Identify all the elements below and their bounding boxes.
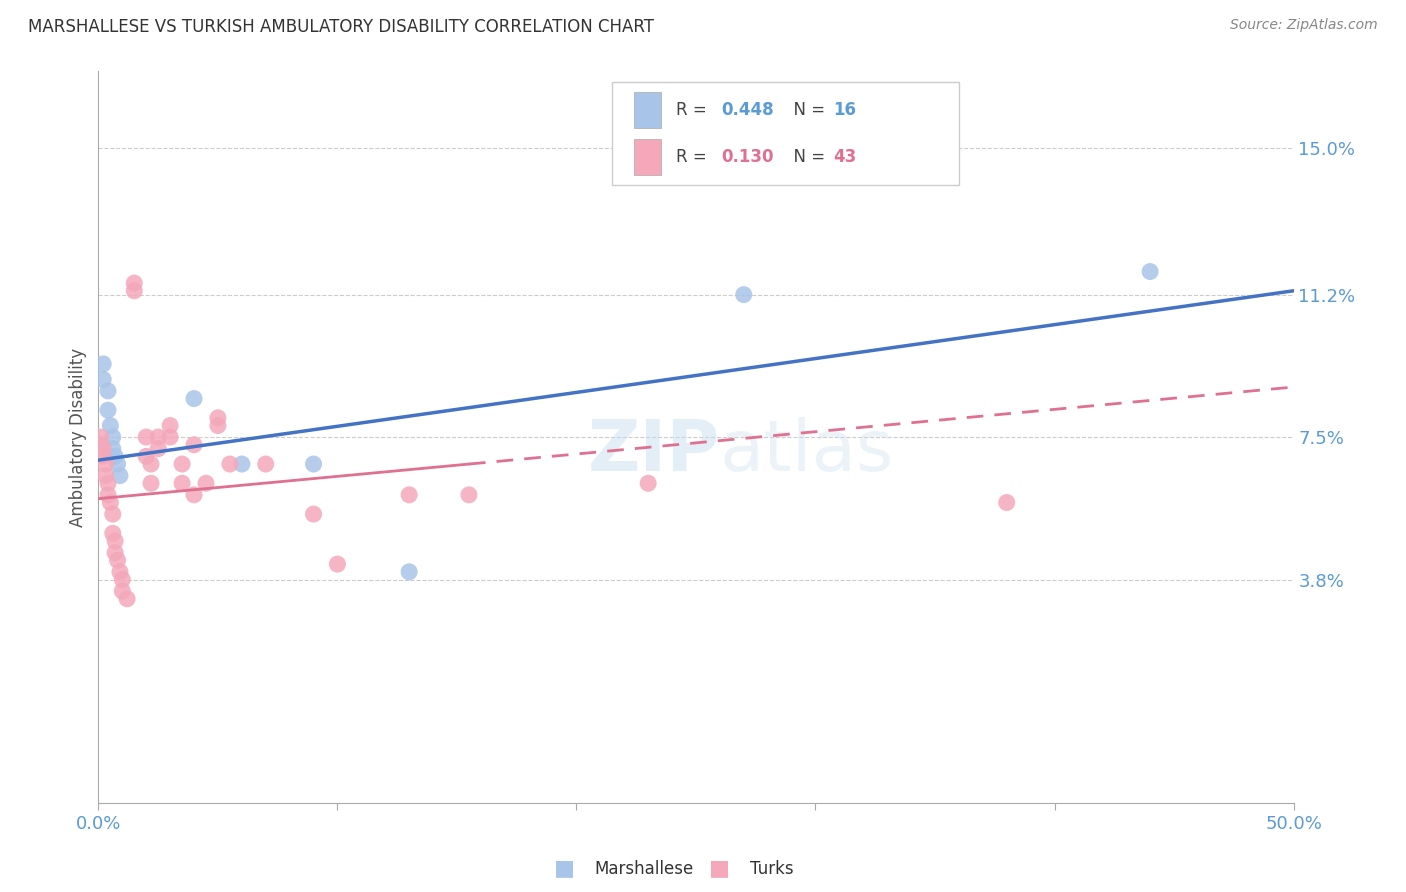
Y-axis label: Ambulatory Disability: Ambulatory Disability <box>69 348 87 526</box>
Point <box>90 430 112 444</box>
Point <box>124 284 146 298</box>
Point <box>219 457 242 471</box>
Text: ZIP: ZIP <box>588 417 720 486</box>
Text: Marshallese: Marshallese <box>595 860 693 878</box>
Point <box>207 418 229 433</box>
Text: ■: ■ <box>554 859 575 879</box>
Point <box>207 410 229 425</box>
Point <box>104 450 127 464</box>
Point <box>124 276 146 290</box>
Point <box>91 372 114 386</box>
Point <box>104 534 127 549</box>
Point <box>101 442 124 456</box>
Point <box>111 584 134 599</box>
Point <box>326 557 349 571</box>
Point <box>139 476 162 491</box>
Point <box>111 573 134 587</box>
Point <box>97 476 120 491</box>
Point <box>97 384 120 398</box>
Text: MARSHALLESE VS TURKISH AMBULATORY DISABILITY CORRELATION CHART: MARSHALLESE VS TURKISH AMBULATORY DISABI… <box>28 18 654 36</box>
Point <box>148 430 170 444</box>
Point <box>94 468 117 483</box>
Point <box>115 591 138 606</box>
Point <box>195 476 218 491</box>
Point <box>733 287 755 301</box>
Point <box>637 476 659 491</box>
FancyBboxPatch shape <box>634 138 661 175</box>
Point <box>172 457 194 471</box>
Point <box>90 438 112 452</box>
Point <box>91 450 114 464</box>
Point <box>101 526 124 541</box>
Point <box>91 357 114 371</box>
Point <box>98 418 122 433</box>
Point <box>254 457 277 471</box>
Text: Turks: Turks <box>749 860 793 878</box>
Point <box>97 488 120 502</box>
Text: ■: ■ <box>710 859 730 879</box>
Point <box>107 553 129 567</box>
FancyBboxPatch shape <box>634 92 661 128</box>
Text: 43: 43 <box>834 148 856 166</box>
Point <box>139 457 162 471</box>
Point <box>148 442 170 456</box>
Text: N =: N = <box>783 101 831 120</box>
Point <box>94 457 117 471</box>
Point <box>104 545 127 559</box>
Point <box>172 476 194 491</box>
Point <box>91 442 114 456</box>
Point <box>108 468 131 483</box>
Point <box>183 488 205 502</box>
Point <box>458 488 481 502</box>
Point <box>995 495 1018 509</box>
Point <box>159 430 181 444</box>
Point <box>98 495 122 509</box>
Point <box>183 438 205 452</box>
Point <box>302 507 325 521</box>
Point <box>302 457 325 471</box>
Point <box>398 565 420 579</box>
Point <box>107 457 129 471</box>
Point <box>135 450 157 464</box>
Point <box>159 418 181 433</box>
Point <box>231 457 253 471</box>
Text: 0.130: 0.130 <box>721 148 773 166</box>
Text: N =: N = <box>783 148 831 166</box>
FancyBboxPatch shape <box>613 82 959 185</box>
Point <box>183 392 205 406</box>
Text: R =: R = <box>676 101 711 120</box>
Point <box>398 488 420 502</box>
Point <box>97 403 120 417</box>
Point <box>108 565 131 579</box>
Point <box>101 430 124 444</box>
Text: R =: R = <box>676 148 711 166</box>
Text: atlas: atlas <box>720 417 894 486</box>
Point <box>1139 264 1161 278</box>
Text: 16: 16 <box>834 101 856 120</box>
Text: 0.448: 0.448 <box>721 101 773 120</box>
Point <box>135 430 157 444</box>
Point <box>101 507 124 521</box>
Text: Source: ZipAtlas.com: Source: ZipAtlas.com <box>1230 18 1378 32</box>
